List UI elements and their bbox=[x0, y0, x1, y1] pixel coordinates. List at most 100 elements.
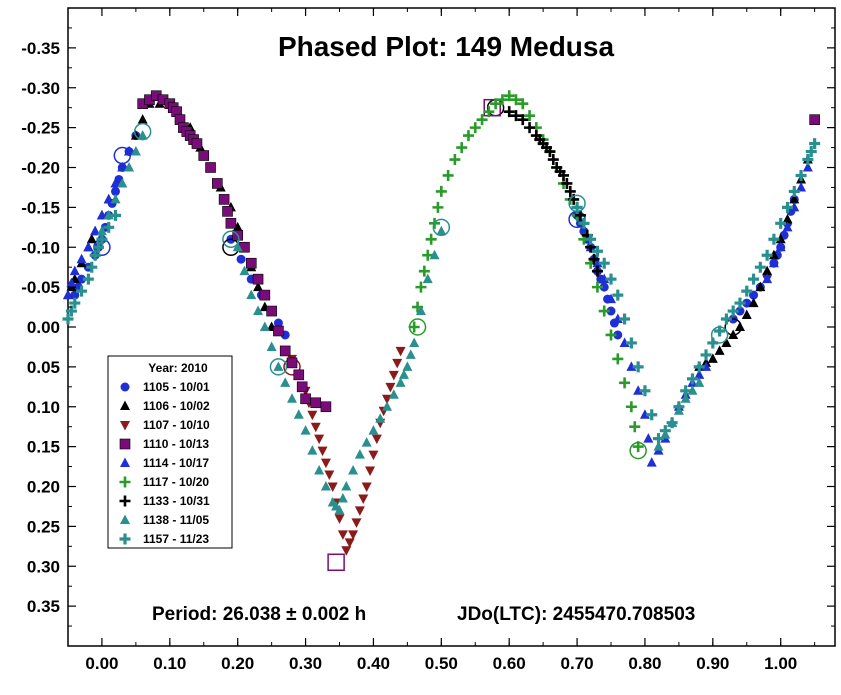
data-point bbox=[286, 357, 298, 369]
highlight-ring bbox=[113, 146, 132, 165]
data-point bbox=[96, 209, 107, 220]
data-point bbox=[599, 273, 610, 284]
data-point bbox=[124, 162, 135, 172]
data-point bbox=[693, 361, 705, 373]
data-point bbox=[130, 146, 141, 156]
data-point bbox=[742, 298, 752, 308]
data-point bbox=[805, 146, 817, 158]
data-point bbox=[320, 401, 332, 413]
data-point bbox=[775, 217, 787, 229]
data-point bbox=[735, 306, 745, 316]
data-point bbox=[341, 546, 352, 556]
data-point bbox=[69, 265, 80, 276]
data-point bbox=[310, 422, 321, 433]
y-tick-label: 0.10 bbox=[27, 398, 60, 417]
legend-label: 1114 - 10/17 bbox=[143, 456, 209, 470]
highlight-ring bbox=[327, 553, 345, 572]
data-point bbox=[236, 254, 246, 264]
legend-marker bbox=[120, 514, 130, 524]
data-point bbox=[310, 397, 322, 409]
data-point bbox=[490, 98, 502, 110]
data-point bbox=[809, 138, 821, 150]
x-tick-label: 0.70 bbox=[561, 654, 594, 673]
data-point bbox=[796, 181, 807, 192]
legend-marker bbox=[120, 382, 130, 392]
data-point bbox=[259, 289, 271, 301]
data-point bbox=[388, 389, 399, 399]
data-point bbox=[748, 297, 759, 308]
legend-marker bbox=[119, 533, 131, 545]
data-point bbox=[361, 482, 372, 492]
highlight-ring bbox=[269, 358, 288, 376]
data-point bbox=[273, 325, 284, 337]
legend-label: 1106 - 10/02 bbox=[143, 399, 210, 413]
data-point bbox=[371, 434, 382, 445]
data-point bbox=[314, 465, 325, 475]
data-point bbox=[496, 94, 508, 106]
data-point bbox=[103, 209, 114, 220]
y-tick-label: 0.25 bbox=[27, 517, 60, 536]
data-point bbox=[70, 290, 80, 300]
data-point bbox=[606, 293, 617, 304]
data-point bbox=[768, 233, 780, 245]
data-point bbox=[103, 221, 115, 233]
data-point bbox=[66, 277, 77, 288]
data-point bbox=[69, 297, 81, 309]
data-point bbox=[462, 130, 474, 142]
data-point bbox=[354, 449, 365, 459]
y-tick-label: 0.05 bbox=[27, 358, 60, 377]
data-point bbox=[591, 281, 603, 293]
data-point bbox=[588, 253, 600, 265]
x-tick-label: 0.20 bbox=[221, 654, 254, 673]
data-point bbox=[585, 233, 597, 245]
legend-item: 1110 - 10/13 bbox=[119, 437, 209, 451]
period-annotation: Period: 26.038 ± 0.002 h bbox=[152, 604, 366, 625]
legend-label: 1105 - 10/01 bbox=[143, 380, 210, 394]
data-point bbox=[293, 369, 305, 381]
data-point bbox=[395, 346, 406, 357]
data-point bbox=[503, 90, 515, 102]
data-point bbox=[659, 425, 671, 437]
y-tick-label: -0.05 bbox=[21, 278, 60, 297]
data-point bbox=[547, 154, 559, 166]
data-point bbox=[802, 162, 813, 172]
data-point bbox=[734, 297, 746, 309]
data-point bbox=[789, 201, 800, 212]
data-point bbox=[449, 154, 461, 166]
data-point bbox=[344, 538, 355, 548]
x-tick-label: 1.00 bbox=[764, 654, 797, 673]
data-point bbox=[117, 177, 128, 188]
data-point bbox=[300, 425, 311, 435]
data-point bbox=[266, 305, 277, 317]
data-point bbox=[591, 265, 603, 277]
data-point bbox=[435, 185, 447, 197]
highlight-ring bbox=[222, 230, 240, 249]
data-point bbox=[619, 337, 630, 347]
data-point bbox=[429, 249, 440, 260]
data-point bbox=[436, 225, 447, 236]
data-point bbox=[574, 209, 586, 221]
legend-marker bbox=[120, 457, 130, 467]
data-point bbox=[802, 154, 814, 166]
data-point bbox=[348, 530, 359, 540]
data-point bbox=[789, 193, 800, 204]
data-point bbox=[643, 433, 654, 443]
y-tick-label: 0.20 bbox=[27, 478, 60, 497]
data-point bbox=[117, 162, 128, 172]
data-point bbox=[110, 193, 121, 204]
data-point bbox=[382, 401, 393, 411]
data-point bbox=[741, 285, 753, 297]
data-point bbox=[646, 457, 657, 467]
data-point bbox=[721, 337, 732, 347]
data-point bbox=[598, 257, 610, 269]
data-point bbox=[476, 114, 488, 126]
data-point bbox=[348, 465, 359, 475]
data-point bbox=[358, 494, 369, 504]
data-point bbox=[103, 193, 114, 204]
y-tick-label: 0.00 bbox=[27, 318, 60, 337]
data-point bbox=[469, 122, 481, 134]
data-point bbox=[320, 481, 331, 491]
legend-marker bbox=[119, 438, 131, 450]
data-point bbox=[307, 445, 318, 455]
